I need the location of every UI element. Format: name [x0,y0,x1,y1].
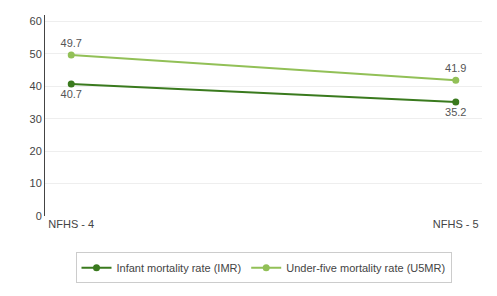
svg-text:10: 10 [30,177,42,189]
svg-text:Under-five mortality rate (U5M: Under-five mortality rate (U5MR) [286,262,445,274]
svg-text:NFHS - 5: NFHS - 5 [433,218,479,230]
svg-text:60: 60 [30,15,42,27]
svg-text:20: 20 [30,145,42,157]
svg-text:41.9: 41.9 [445,62,466,74]
svg-text:40.7: 40.7 [61,88,82,100]
svg-text:Infant mortality rate (IMR): Infant mortality rate (IMR) [117,262,242,274]
svg-text:50: 50 [30,48,42,60]
svg-text:35.2: 35.2 [445,106,466,118]
svg-text:NFHS - 4: NFHS - 4 [48,218,94,230]
svg-text:0: 0 [36,210,42,222]
svg-text:40: 40 [30,80,42,92]
svg-text:30: 30 [30,113,42,125]
svg-text:49.7: 49.7 [61,37,82,49]
